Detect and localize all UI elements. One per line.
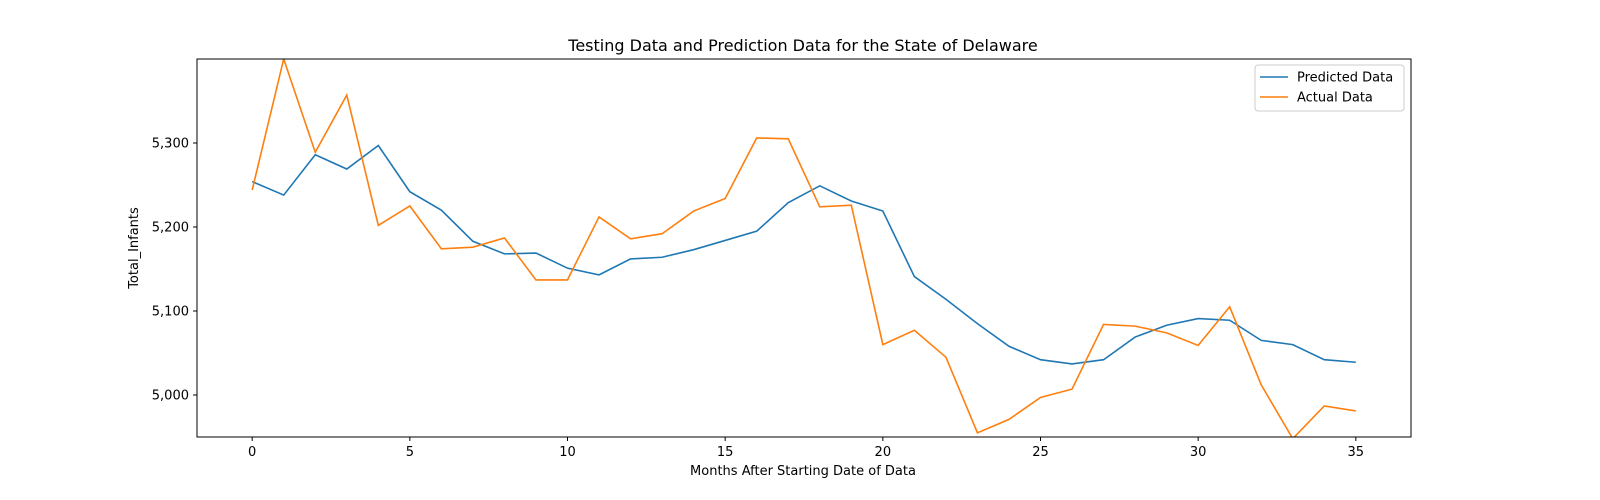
legend-box <box>1254 64 1405 112</box>
x-tick-label: 30 <box>1190 445 1207 460</box>
y-tick-label: 5,000 <box>152 389 189 404</box>
x-tick-label: 25 <box>1032 445 1049 460</box>
legend-label-predicted: Predicted Data <box>1297 71 1393 86</box>
x-axis-title: Months After Starting Date of Data <box>690 464 916 479</box>
legend: Predicted Data Actual Data <box>1254 64 1405 112</box>
x-tick-label: 5 <box>406 445 414 460</box>
series-line-predicted <box>251 144 1356 365</box>
y-tick-label: 5,300 <box>152 137 189 152</box>
series-line-actual <box>251 59 1356 437</box>
x-tick-label: 20 <box>875 445 892 460</box>
chart-title: Testing Data and Prediction Data for the… <box>567 36 1037 55</box>
y-tick-label: 5,100 <box>152 305 189 320</box>
plot-area: 0 5 10 15 20 25 30 35 5,000 5,100 5,200 5,300 <box>152 58 1412 460</box>
x-tick-label: 35 <box>1348 445 1365 460</box>
y-tick-label: 5,200 <box>152 221 189 236</box>
x-tick-label: 10 <box>559 445 576 460</box>
x-tick-label: 15 <box>717 445 734 460</box>
plot-frame <box>196 58 1412 438</box>
legend-label-actual: Actual Data <box>1297 91 1373 106</box>
x-tick-label: 0 <box>248 445 256 460</box>
y-axis-title: Total_Infants <box>127 207 142 290</box>
